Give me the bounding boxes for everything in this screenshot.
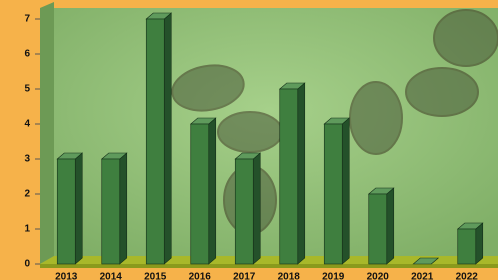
bar-side — [342, 118, 349, 264]
bar — [369, 194, 387, 264]
bar-side — [75, 153, 82, 264]
x-tick-label: 2017 — [233, 272, 256, 280]
y-tick-label: 2 — [24, 189, 30, 200]
bar — [235, 159, 253, 264]
y-tick-label: 6 — [24, 49, 30, 60]
x-tick-label: 2021 — [411, 272, 434, 280]
bar — [102, 159, 120, 264]
y-tick-label: 7 — [24, 14, 30, 25]
bar — [324, 124, 342, 264]
bar — [146, 19, 164, 264]
x-tick-label: 2022 — [456, 272, 479, 280]
bar — [458, 229, 476, 264]
x-tick-label: 2013 — [55, 272, 78, 280]
y-tick-label: 5 — [24, 84, 30, 95]
bar-side — [120, 153, 127, 264]
x-tick-label: 2014 — [100, 272, 123, 280]
bar — [191, 124, 209, 264]
bar-side — [387, 188, 394, 264]
x-tick-label: 2016 — [189, 272, 212, 280]
bar-side — [164, 13, 171, 264]
x-tick-label: 2019 — [322, 272, 345, 280]
bar-side — [209, 118, 216, 264]
bar — [280, 89, 298, 264]
x-tick-label: 2018 — [278, 272, 301, 280]
bar-side — [253, 153, 260, 264]
side-wall — [40, 2, 54, 264]
bar-side — [298, 83, 305, 264]
chart: 0 1 2 3 4 5 6 7 2013 2014 2015 2016 2017 2018 2019 2020… — [0, 0, 498, 280]
y-tick-label: 4 — [24, 119, 30, 130]
x-tick-label: 2015 — [144, 272, 167, 280]
x-tick-label: 2020 — [367, 272, 390, 280]
floor-edge — [40, 264, 498, 268]
bar-side — [476, 223, 483, 264]
y-tick-label: 3 — [24, 154, 30, 165]
y-tick-label: 0 — [24, 259, 30, 270]
bar — [57, 159, 75, 264]
y-tick-label: 1 — [24, 224, 30, 235]
